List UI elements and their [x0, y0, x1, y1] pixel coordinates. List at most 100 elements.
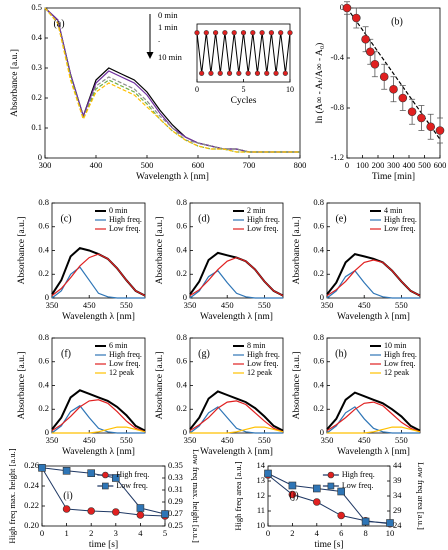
y2-axis-label: Low freq area [a.u.] [416, 462, 426, 530]
x-tick-label: 300 [39, 160, 52, 170]
x-tick-label: 350 [46, 435, 59, 445]
y-tick-label: 0.2 [176, 403, 187, 413]
x-tick-label: 5 [163, 528, 167, 538]
annotation: . [158, 34, 160, 44]
legend-label: High freq. [116, 470, 149, 479]
x-axis-label: Wavelength λ [nm] [62, 447, 135, 457]
x-tick-label: 100 [356, 160, 369, 170]
y-tick-label: 0.20 [24, 520, 39, 530]
y2-tick-label: 24 [393, 520, 402, 530]
series-line [189, 406, 283, 434]
marker [264, 70, 270, 76]
marker [337, 511, 346, 520]
y-tick-label: 0.2 [176, 268, 187, 278]
y2-tick-label: 29 [393, 505, 402, 515]
x-axis-label: Cycles [231, 96, 257, 106]
series-line [326, 406, 420, 434]
y2-tick-label: 0.31 [168, 484, 183, 494]
series-line [189, 269, 283, 299]
plot-frame [41, 465, 166, 527]
series-line [51, 253, 146, 297]
x-tick-label: 0 [266, 528, 270, 538]
x-tick-label: 200 [372, 160, 385, 170]
series-line [327, 426, 421, 434]
y-axis-label: High freq area [a.u.] [233, 461, 243, 530]
marker [264, 469, 272, 478]
y-tick-label: 0.8 [38, 332, 49, 342]
marker [240, 30, 247, 36]
marker [407, 107, 417, 117]
marker [38, 463, 46, 472]
legend-label: Low freq. [109, 224, 141, 233]
marker [288, 481, 297, 490]
y-tick-label: 0.2 [38, 403, 49, 413]
y-tick-label: 0.24 [24, 480, 40, 490]
y-tick-label: -0.4 [331, 52, 345, 62]
series-line [189, 256, 284, 297]
legend-label: 10 min [384, 341, 406, 350]
y-tick-label: 0.2 [313, 403, 324, 413]
x-tick-label: 450 [83, 300, 96, 310]
panel-label: (j) [289, 490, 298, 501]
x-axis-label: Wavelength λ [nm] [62, 312, 135, 322]
x-tick-label: 5 [242, 85, 246, 94]
legend-label: 12 peak [109, 368, 134, 377]
y-tick-label: 0 [45, 292, 49, 302]
marker [273, 70, 279, 76]
x-tick-label: 300 [387, 160, 400, 170]
x-tick-label: 8 [363, 528, 367, 538]
marker [62, 466, 71, 475]
panel-label: (b) [391, 16, 403, 27]
x-tick-label: 4 [315, 528, 320, 538]
x-tick-label: 550 [395, 435, 408, 445]
marker [87, 469, 95, 478]
series-line [44, 7, 300, 153]
marker [254, 70, 261, 76]
marker [398, 93, 408, 103]
y-axis-label: Absorbance [a.u.] [155, 217, 165, 285]
x-tick-label: 1 [64, 528, 68, 538]
series-line [51, 399, 146, 433]
series-line [267, 473, 391, 524]
y2-tick-label: 44 [393, 460, 402, 470]
x-tick-label: 450 [358, 300, 371, 310]
annotation: 1 min [158, 22, 178, 32]
y-tick-label: 0.6 [313, 221, 324, 231]
x-tick-label: 600 [434, 160, 447, 170]
marker [361, 34, 370, 44]
x-tick-label: 500 [418, 160, 431, 170]
marker [136, 511, 145, 519]
series-line [51, 404, 145, 434]
legend-label: Low freq. [384, 359, 416, 368]
legend-marker [327, 482, 335, 490]
x-axis-label: time [s] [89, 540, 118, 550]
marker [112, 474, 120, 482]
marker [199, 70, 205, 76]
x-axis-label: Wavelength λ [nm] [200, 312, 273, 322]
y-tick-label: 0.4 [38, 244, 49, 254]
marker [208, 70, 214, 76]
marker [245, 70, 251, 76]
panel-label: (a) [53, 18, 64, 29]
x-tick-label: 500 [141, 160, 154, 170]
y-tick-label: 0.4 [313, 244, 324, 254]
marker [278, 30, 284, 36]
x-tick-label: 400 [403, 160, 416, 170]
y-tick-label: 0.4 [38, 379, 49, 389]
y-tick-label: 0.2 [31, 92, 42, 102]
marker [222, 30, 228, 36]
x-tick-label: 4 [138, 528, 143, 538]
x-tick-label: 350 [321, 300, 334, 310]
x-axis-label: Wavelength λ [nm] [200, 447, 273, 457]
series-line [51, 266, 145, 299]
legend-label: Low freq. [384, 224, 416, 233]
x-tick-label: 0 [40, 528, 44, 538]
marker [87, 507, 95, 515]
legend-marker [102, 471, 109, 479]
marker [426, 122, 436, 132]
panel-label: (c) [60, 213, 71, 224]
panel-label: (e) [335, 213, 346, 224]
x-tick-label: 700 [243, 160, 256, 170]
marker [379, 72, 389, 82]
panel-label: (g) [198, 348, 210, 359]
